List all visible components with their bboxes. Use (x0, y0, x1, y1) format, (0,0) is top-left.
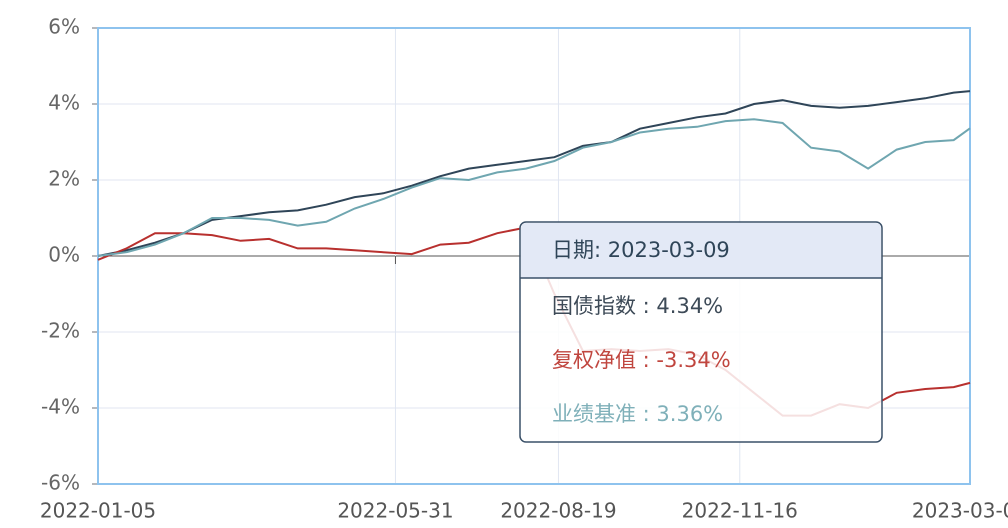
x-tick-label: 2022-11-16 (682, 499, 798, 523)
series-line (97, 90, 971, 257)
x-tick-label: 2022-01-05 (40, 499, 156, 523)
tooltip-item: 国债指数 : 4.34% (552, 294, 723, 318)
y-tick-label: 6% (48, 15, 80, 39)
x-tick-label: 2023-03-09 (912, 499, 1008, 523)
y-tick-label: -4% (41, 395, 80, 419)
tooltip-item: 复权净值 : -3.34% (552, 348, 731, 372)
y-tick-label: -6% (41, 471, 80, 495)
y-tick-label: 4% (48, 91, 80, 115)
y-tick-label: -2% (41, 319, 80, 343)
tooltip: 日期: 2023-03-09 国债指数 : 4.34% 复权净值 : -3.34% 业… (519, 221, 883, 443)
tooltip-title: 日期: 2023-03-09 (552, 238, 730, 262)
y-tick-label: 2% (48, 167, 80, 191)
tooltip-item: 业绩基准 : 3.36% (552, 402, 723, 426)
series-line (97, 118, 971, 257)
x-tick-label: 2022-05-31 (337, 499, 453, 523)
y-tick-label: 0% (48, 243, 80, 267)
x-tick-label: 2022-08-19 (500, 499, 616, 523)
tooltip-header-bg (521, 223, 881, 278)
